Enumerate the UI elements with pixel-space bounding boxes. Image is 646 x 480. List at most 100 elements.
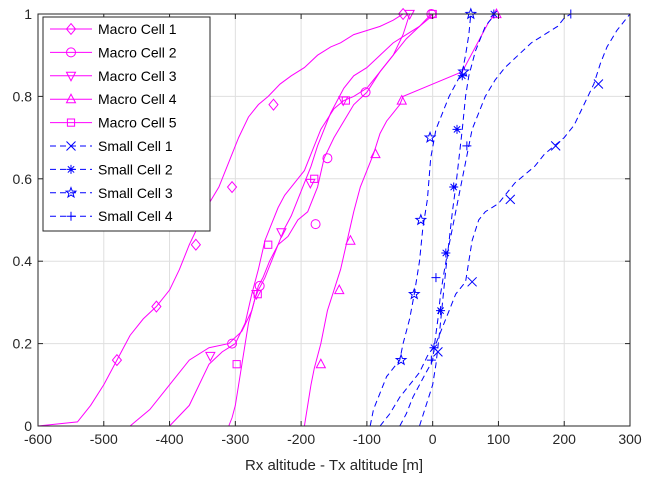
data-point — [205, 351, 216, 362]
legend-marker — [65, 71, 77, 82]
legend-marker — [65, 22, 77, 36]
series-line — [303, 13, 496, 427]
data-point — [441, 248, 451, 258]
series-line — [369, 13, 472, 427]
data-point — [462, 141, 472, 151]
series-small-cell-1 — [379, 13, 631, 427]
data-point — [407, 287, 421, 300]
data-point — [431, 273, 441, 283]
x-tick-label: 300 — [618, 431, 642, 447]
y-tick-label: 0.2 — [13, 336, 33, 352]
data-point — [436, 306, 446, 316]
x-tick-label: -500 — [90, 431, 118, 447]
data-point — [333, 284, 345, 295]
x-tick-label: -300 — [221, 431, 249, 447]
x-axis-title: Rx altitude - Tx altitude [m] — [245, 457, 423, 474]
x-tick-label: -200 — [287, 431, 315, 447]
legend-item-small-cell-4: Small Cell 4 — [50, 208, 173, 224]
legend-label: Macro Cell 4 — [98, 91, 177, 107]
legend-marker — [66, 118, 76, 127]
data-point — [151, 300, 162, 313]
legend-item-macro-cell-2: Macro Cell 2 — [50, 44, 177, 60]
data-point — [232, 360, 241, 369]
data-point — [394, 353, 408, 366]
data-point — [345, 234, 356, 245]
x-axis: -600 -500 -400 -300 -200 -100 0 100 200 300 — [24, 14, 642, 447]
data-point — [467, 276, 477, 287]
legend-item-small-cell-1: Small Cell 1 — [50, 138, 173, 154]
y-tick-label: 0.4 — [13, 253, 33, 269]
data-point — [341, 96, 350, 105]
data-point — [414, 213, 428, 226]
data-point — [457, 65, 470, 78]
data-point — [226, 180, 238, 194]
data-point — [322, 153, 333, 164]
y-axis: 0 0.2 0.4 0.6 0.8 1 — [13, 6, 630, 434]
legend-marker — [66, 141, 76, 151]
data-point — [426, 355, 436, 365]
legend-marker — [66, 211, 76, 221]
y-tick-label: 1 — [24, 6, 32, 22]
legend: Macro Cell 1 Macro Cell 2 Macro Cell 3 Macr… — [42, 16, 211, 232]
data-point — [315, 358, 327, 369]
legend-label: Small Cell 4 — [98, 208, 173, 224]
legend-marker — [66, 47, 76, 58]
legend-item-macro-cell-4: Macro Cell 4 — [50, 91, 177, 107]
legend-label: Macro Cell 5 — [98, 115, 177, 131]
series-macro-cell-4 — [303, 7, 502, 427]
x-tick-label: -400 — [156, 431, 184, 447]
legend-label: Small Cell 2 — [98, 161, 173, 177]
series-line — [379, 13, 631, 427]
series-macro-cell-1 — [37, 7, 430, 427]
x-tick-label: -600 — [24, 431, 52, 447]
legend-marker — [66, 164, 76, 174]
series-line — [169, 13, 411, 427]
legend-marker — [64, 186, 78, 199]
data-point — [276, 228, 287, 239]
series-line — [399, 13, 572, 427]
data-point — [190, 238, 202, 251]
data-point — [505, 194, 516, 205]
data-point — [452, 124, 462, 134]
data-point — [310, 174, 319, 183]
x-tick-label: 0 — [429, 431, 437, 447]
legend-label: Small Cell 3 — [98, 185, 173, 201]
data-point — [550, 140, 561, 151]
plot-frame — [37, 13, 631, 427]
data-point — [111, 353, 123, 367]
data-point — [370, 148, 381, 159]
data-point — [423, 130, 437, 143]
legend-item-small-cell-3: Small Cell 3 — [50, 185, 173, 201]
legend-label: Macro Cell 3 — [98, 68, 177, 84]
legend-label: Macro Cell 1 — [98, 21, 177, 37]
data-point — [264, 240, 273, 249]
data-point — [404, 9, 415, 21]
data-point — [593, 79, 604, 89]
series-line — [419, 13, 495, 427]
series-layer — [37, 7, 631, 427]
data-point — [310, 219, 321, 230]
data-point — [227, 338, 238, 349]
legend-label: Small Cell 1 — [98, 138, 173, 154]
x-tick-label: -100 — [353, 431, 381, 447]
data-point — [396, 94, 408, 105]
data-point — [429, 343, 439, 353]
data-point — [449, 182, 459, 192]
y-tick-label: 0.8 — [13, 88, 33, 104]
series-small-cell-3 — [369, 7, 478, 427]
y-tick-label: 0.6 — [13, 171, 33, 187]
legend-marker — [65, 93, 77, 104]
legend-item-macro-cell-5: Macro Cell 5 — [50, 115, 177, 131]
data-point — [457, 71, 467, 81]
x-tick-label: 100 — [487, 431, 511, 447]
data-point — [464, 7, 478, 20]
data-point — [268, 98, 279, 111]
legend-item-small-cell-2: Small Cell 2 — [50, 161, 173, 177]
x-tick-label: 200 — [553, 431, 577, 447]
legend-item-macro-cell-3: Macro Cell 3 — [50, 68, 177, 84]
data-point — [253, 290, 262, 299]
series-line — [37, 13, 430, 427]
legend-item-macro-cell-1: Macro Cell 1 — [50, 21, 177, 37]
legend-label: Macro Cell 2 — [98, 44, 177, 60]
